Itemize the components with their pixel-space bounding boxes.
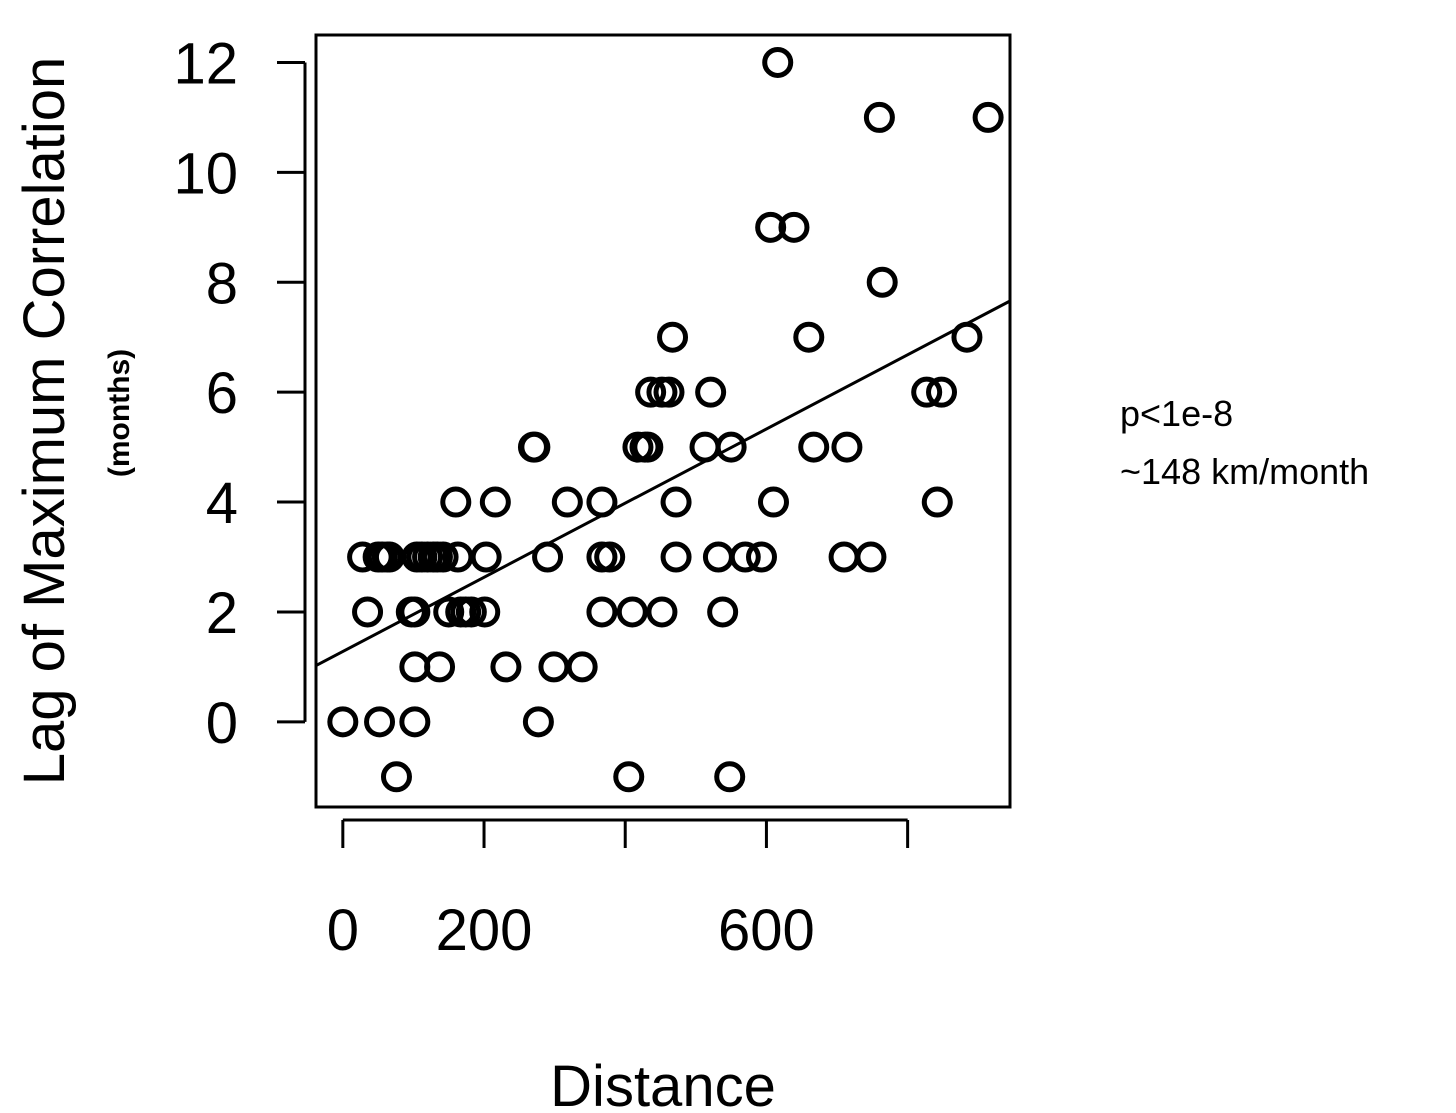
data-point: [646, 596, 678, 628]
data-point: [972, 101, 1004, 133]
data-point: [702, 541, 734, 573]
data-point: [863, 101, 895, 133]
y-tick-label: 10: [173, 141, 238, 206]
x-tick-label: 200: [436, 898, 533, 963]
data-point: [632, 431, 664, 463]
data-point: [399, 596, 431, 628]
data-point: [653, 376, 685, 408]
data-point: [440, 486, 472, 518]
data-point: [855, 541, 887, 573]
data-point: [586, 596, 618, 628]
data-point: [470, 541, 502, 573]
data-point: [793, 321, 825, 353]
x-axis: 0 200 600: [327, 818, 910, 963]
data-point: [798, 431, 830, 463]
data-point: [828, 541, 860, 573]
data-point: [755, 211, 787, 243]
y-tick-label: 6: [206, 361, 238, 426]
data-point: [519, 431, 551, 463]
x-tick-label: 0: [327, 898, 359, 963]
data-point: [566, 651, 598, 683]
y-tick-label: 4: [206, 471, 238, 536]
y-tick-label: 8: [206, 251, 238, 316]
x-tick-label: 600: [718, 898, 815, 963]
data-point: [364, 706, 396, 738]
speed-annotation: ~148 km/month: [1120, 451, 1369, 492]
data-point: [616, 596, 648, 628]
data-point: [522, 706, 554, 738]
y-tick-label: 2: [206, 581, 238, 646]
plot-frame: [314, 33, 1012, 809]
data-point: [479, 486, 511, 518]
data-point: [352, 596, 384, 628]
data-point: [455, 596, 487, 628]
data-point: [762, 46, 794, 78]
data-point: [921, 486, 953, 518]
data-point: [695, 376, 727, 408]
data-point: [380, 761, 412, 793]
data-point: [729, 541, 761, 573]
data-point: [707, 596, 739, 628]
data-point: [714, 761, 746, 793]
y-tick-label: 12: [173, 31, 238, 96]
data-point: [427, 541, 459, 573]
data-point: [660, 541, 692, 573]
y-tick-label: 0: [206, 691, 238, 756]
data-point: [469, 596, 501, 628]
data-point: [424, 651, 456, 683]
data-point: [490, 651, 522, 683]
y-axis-title: Lag of Maximum Correlation: [12, 57, 77, 786]
data-point: [926, 376, 958, 408]
data-point: [327, 706, 359, 738]
data-point: [635, 376, 667, 408]
data-point: [433, 596, 465, 628]
data-point: [757, 486, 789, 518]
data-point: [538, 651, 570, 683]
data-point: [778, 211, 810, 243]
regression-line: [315, 299, 1011, 667]
data-point: [551, 486, 583, 518]
data-point: [399, 651, 431, 683]
data-point: [831, 431, 863, 463]
data-point: [594, 541, 626, 573]
data-point: [911, 376, 943, 408]
data-point: [657, 321, 689, 353]
p-value-annotation: p<1e-8: [1120, 393, 1233, 434]
data-point: [715, 431, 747, 463]
data-point: [745, 541, 777, 573]
y-axis: 0 2 4 6 8 10 12: [173, 31, 307, 756]
data-point: [613, 761, 645, 793]
data-point: [660, 486, 692, 518]
data-point: [399, 706, 431, 738]
data-point: [866, 266, 898, 298]
x-axis-title: Distance: [550, 1054, 776, 1113]
data-points: [327, 46, 1004, 793]
y-axis-subtitle: (months): [103, 349, 136, 477]
